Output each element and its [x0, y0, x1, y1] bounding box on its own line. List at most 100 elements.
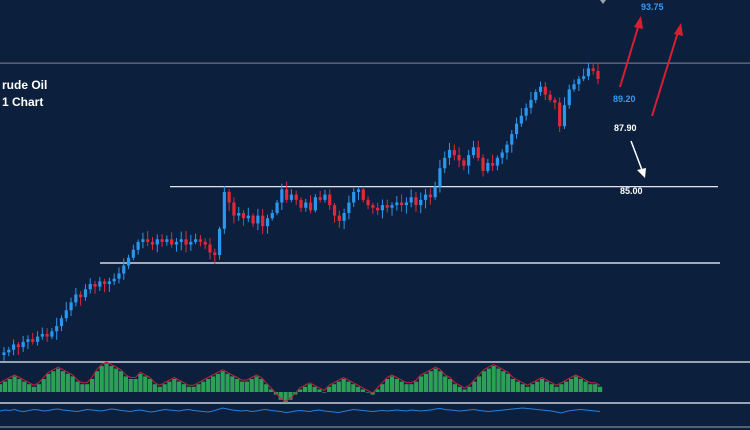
- candle-body: [390, 205, 394, 208]
- candle-body: [510, 134, 514, 145]
- oscillator-bar: [196, 384, 201, 392]
- candle-body: [443, 157, 447, 169]
- candle-body: [505, 144, 509, 153]
- candle-body: [476, 147, 480, 158]
- candle-body: [79, 294, 83, 298]
- candle-body: [50, 331, 54, 337]
- oscillator-bar: [12, 376, 17, 392]
- oscillator-histogram: [0, 361, 603, 403]
- oscillator-bar: [254, 376, 259, 392]
- candle-body: [486, 163, 490, 171]
- oscillator-bar: [520, 384, 525, 392]
- oscillator-bar: [385, 379, 390, 392]
- candle-body: [232, 202, 236, 216]
- oscillator-bar: [593, 384, 598, 392]
- candle-body: [572, 84, 576, 90]
- oscillator-bar: [559, 384, 564, 392]
- candle-body: [596, 71, 600, 79]
- oscillator-bar: [312, 386, 317, 392]
- oscillator-bar: [564, 381, 569, 392]
- target-arrow-1: [619, 23, 640, 88]
- target-label-89-20: 89.20: [613, 94, 636, 104]
- oscillator-bar: [525, 386, 530, 392]
- candle-body: [189, 241, 193, 245]
- oscillator-bar: [244, 381, 249, 392]
- oscillator-bar: [268, 389, 274, 392]
- oscillator-bar: [210, 376, 216, 392]
- oscillator-bar: [583, 381, 588, 392]
- candle-body: [529, 99, 533, 108]
- oscillator-bar: [535, 381, 540, 392]
- candle-body: [194, 239, 198, 242]
- oscillator-bar: [501, 371, 506, 392]
- candle-body: [146, 239, 150, 242]
- candle-body: [414, 197, 418, 206]
- candle-body: [548, 94, 552, 100]
- oscillator-bar: [41, 379, 46, 392]
- arrow-head-icon: [634, 16, 643, 29]
- candle-body: [462, 160, 466, 166]
- candle-body: [376, 207, 380, 211]
- candle-body: [471, 147, 476, 156]
- candle-body: [447, 149, 452, 158]
- candle-body: [59, 318, 64, 327]
- oscillator-bar: [491, 366, 496, 392]
- candle-body: [31, 339, 35, 342]
- oscillator-bar: [598, 386, 603, 392]
- candle-body: [347, 202, 351, 213]
- candle-body: [246, 215, 250, 219]
- oscillator-bar: [351, 384, 356, 392]
- candle-body: [280, 189, 284, 203]
- oscillator-bar: [346, 381, 351, 392]
- oscillator-bar: [191, 386, 196, 392]
- oscillator-bar: [89, 379, 95, 392]
- projection-arrows: [619, 16, 683, 178]
- oscillator-bar: [549, 384, 554, 392]
- candle-body: [289, 194, 294, 200]
- oscillator-bar: [356, 386, 361, 392]
- oscillator-bar: [302, 386, 308, 392]
- oscillator-bar: [510, 379, 516, 392]
- oscillator-bar: [414, 381, 419, 392]
- arrow-head-icon: [674, 23, 683, 36]
- oscillator-bar: [235, 379, 240, 392]
- candle-body: [304, 202, 308, 208]
- candle-body: [285, 189, 289, 200]
- candle-body: [409, 197, 413, 203]
- candle-body: [261, 215, 265, 227]
- candle-body: [275, 202, 279, 213]
- oscillator-bar: [60, 371, 66, 392]
- candle-body: [98, 281, 102, 287]
- candle-body: [237, 213, 241, 216]
- candle-body: [419, 199, 423, 206]
- candle-body: [69, 302, 73, 311]
- oscillator-bar: [239, 381, 245, 392]
- oscillator-bar: [506, 373, 511, 392]
- oscillator-bar: [36, 384, 41, 392]
- oscillator-bar: [167, 381, 172, 392]
- target-arrow-2: [651, 31, 679, 117]
- candle-body: [241, 213, 246, 219]
- candle-body: [112, 278, 116, 282]
- candle-body: [35, 336, 40, 342]
- candle-body: [467, 155, 471, 166]
- oscillator-bar: [133, 379, 138, 392]
- oscillator-bar: [404, 384, 409, 392]
- candle-body: [83, 289, 88, 298]
- oscillator-bar: [394, 379, 399, 392]
- candlesticks: [2, 62, 600, 361]
- candle-body: [342, 213, 346, 221]
- candle-body: [122, 265, 126, 274]
- candle-body: [198, 239, 203, 242]
- candle-body: [553, 99, 557, 103]
- oscillator-bar: [568, 379, 574, 392]
- oscillator-bar: [573, 376, 579, 392]
- candle-body: [481, 157, 485, 171]
- candle-body: [93, 284, 97, 287]
- candle-body: [352, 191, 356, 203]
- candle-body: [136, 241, 140, 250]
- oscillator-bar: [206, 379, 211, 392]
- candle-body: [150, 241, 155, 245]
- candle-body: [332, 205, 337, 216]
